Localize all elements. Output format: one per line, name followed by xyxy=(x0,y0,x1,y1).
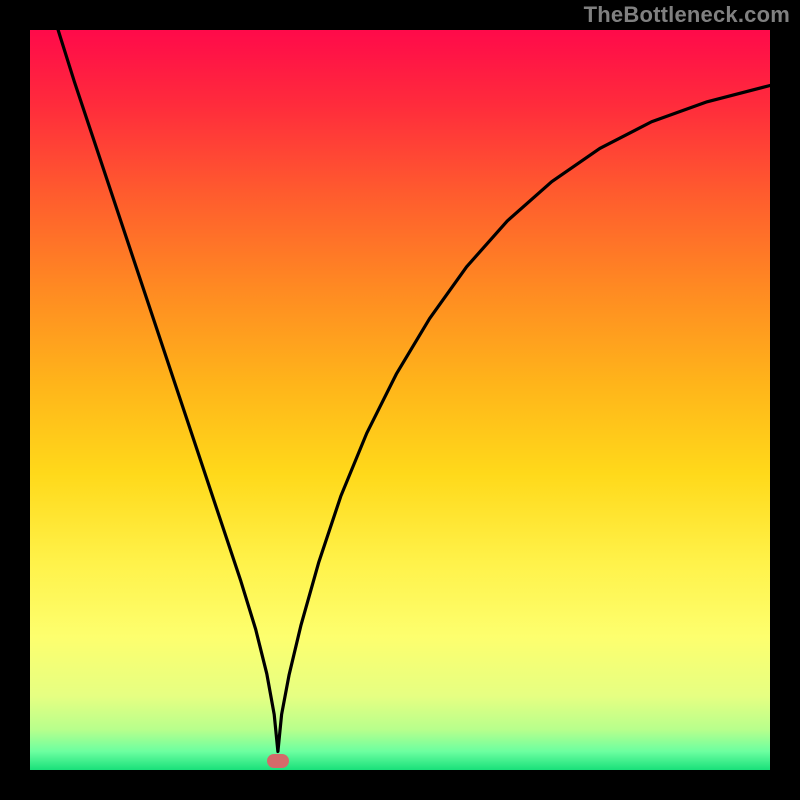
bottleneck-curve xyxy=(30,30,770,770)
trough-marker xyxy=(267,754,289,768)
chart-plot-area xyxy=(30,30,770,770)
watermark-text: TheBottleneck.com xyxy=(584,2,790,28)
curve-path xyxy=(58,30,770,752)
